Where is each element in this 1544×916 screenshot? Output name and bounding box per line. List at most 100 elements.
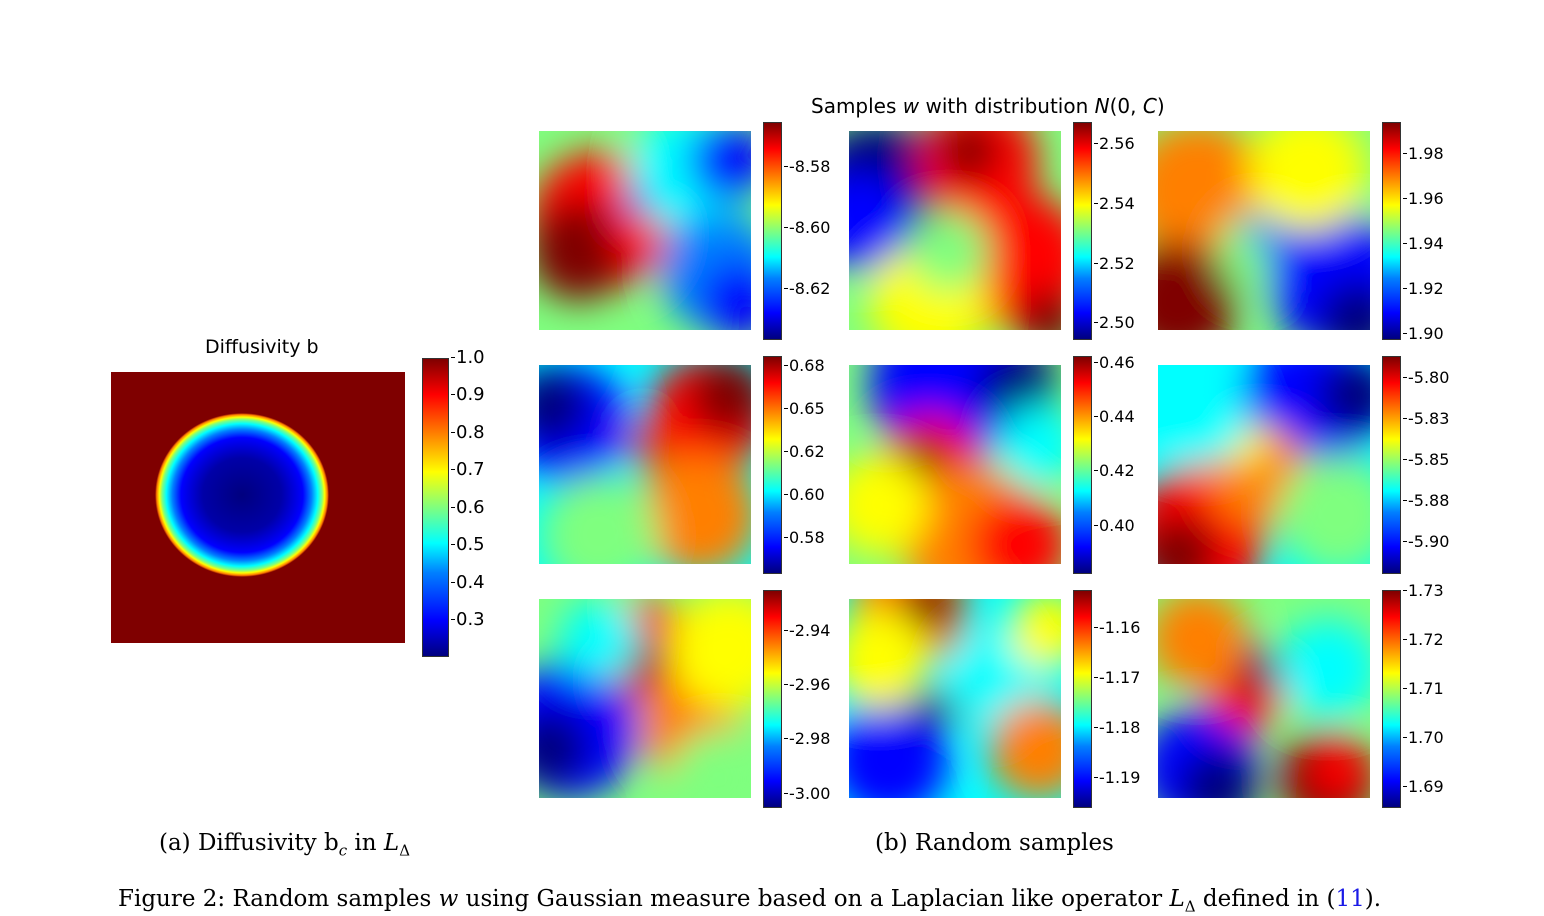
heatmap-blob bbox=[939, 131, 999, 181]
sample-colorbar-tick: -2.94 bbox=[783, 621, 831, 640]
diffusivity-colorbar bbox=[422, 358, 449, 657]
sample-colorbar-tick: -1.19 bbox=[1093, 768, 1141, 787]
heatmap-blob bbox=[909, 689, 949, 729]
sample-colorbar-tick: 2.50 bbox=[1094, 313, 1135, 332]
heatmap-blob bbox=[999, 405, 1061, 485]
heatmap-blob bbox=[539, 709, 589, 789]
heatmap-blob bbox=[539, 475, 659, 564]
sample-colorbar-tick: -3.00 bbox=[783, 784, 831, 803]
panel-b-caption: (b) Random samples bbox=[875, 830, 1114, 856]
heatmap-blob bbox=[639, 455, 751, 564]
sample-colorbar-tick: 0.68 bbox=[784, 356, 825, 375]
sample-colorbar-tick: -5.80 bbox=[1402, 368, 1450, 387]
heatmap-blob bbox=[669, 729, 751, 798]
heatmap-blob bbox=[689, 131, 751, 201]
sample-colorbar-tick: -8.60 bbox=[783, 218, 831, 237]
sample-colorbar-tick: 1.98 bbox=[1403, 144, 1444, 163]
sample-colorbar bbox=[1382, 590, 1401, 808]
panel-a-caption: (a) Diffusivity bc in LΔ bbox=[159, 830, 411, 860]
sample-colorbar-tick: 0.62 bbox=[784, 442, 825, 461]
sample-colorbar bbox=[763, 590, 782, 808]
heatmap-blob bbox=[1318, 365, 1370, 435]
sample-colorbar-tick: -1.16 bbox=[1093, 618, 1141, 637]
sample-colorbar bbox=[1382, 356, 1401, 574]
sample-heatmap bbox=[1158, 365, 1370, 564]
sample-colorbar-tick: 1.96 bbox=[1403, 189, 1444, 208]
sample-colorbar-tick: 0.46 bbox=[1094, 353, 1135, 372]
sample-colorbar-tick: 1.73 bbox=[1403, 581, 1444, 600]
sample-colorbar-tick: 1.90 bbox=[1403, 324, 1444, 343]
diffusivity-colorbar-tick: 0.6 bbox=[451, 497, 485, 518]
sample-heatmap bbox=[539, 365, 751, 564]
heatmap-blob bbox=[1278, 619, 1370, 719]
figure-caption: Figure 2: Random samples w using Gaussia… bbox=[118, 886, 1382, 916]
heatmap-blob bbox=[699, 261, 751, 330]
sample-colorbar-tick: -1.17 bbox=[1093, 668, 1141, 687]
diffusivity-colorbar-tick: 0.8 bbox=[451, 422, 485, 443]
heatmap-blob bbox=[1178, 749, 1258, 798]
sample-heatmap bbox=[539, 131, 751, 330]
diffusivity-heatmap bbox=[111, 372, 405, 643]
sample-heatmap bbox=[539, 599, 751, 798]
heatmap-blob bbox=[1158, 599, 1248, 689]
sample-colorbar-tick: 0.65 bbox=[784, 399, 825, 418]
diffusivity-colorbar-ticks: 1.0 0.9 0.8 0.7 0.6 0.5 0.4 0.3 bbox=[451, 349, 496, 657]
diffusivity-colorbar-tick: 0.3 bbox=[451, 609, 485, 630]
heatmap-blob bbox=[1318, 281, 1370, 330]
sample-colorbar-tick: 0.40 bbox=[1094, 516, 1135, 535]
heatmap-blob bbox=[1158, 241, 1238, 330]
heatmap-blob bbox=[849, 455, 929, 555]
sample-colorbar-tick: 2.56 bbox=[1094, 134, 1135, 153]
heatmap-blob bbox=[1158, 515, 1218, 564]
sample-heatmap bbox=[849, 131, 1061, 330]
heatmap-blob bbox=[849, 171, 909, 271]
heatmap-blob bbox=[689, 365, 751, 435]
heatmap-blob bbox=[969, 495, 1061, 564]
sample-heatmap bbox=[1158, 131, 1370, 330]
sample-colorbar bbox=[763, 356, 782, 574]
heatmap-blob bbox=[539, 201, 629, 301]
heatmap-blob bbox=[624, 186, 654, 216]
sample-colorbar-tick: 1.71 bbox=[1403, 679, 1444, 698]
heatmap-blob bbox=[1308, 739, 1368, 798]
sample-colorbar-tick: 0.44 bbox=[1094, 407, 1135, 426]
heatmap-blob bbox=[539, 365, 589, 445]
samples-title: Samples w with distribution N(0, C) bbox=[811, 94, 1165, 118]
sample-colorbar-tick: 0.58 bbox=[784, 528, 825, 547]
sample-colorbar-tick: -5.90 bbox=[1402, 532, 1450, 551]
heatmap-blob bbox=[989, 699, 1061, 798]
sample-colorbar-tick: 1.70 bbox=[1403, 728, 1444, 747]
heatmap-blob bbox=[1248, 131, 1368, 231]
diffusivity-colorbar-tick: 0.5 bbox=[451, 534, 485, 555]
heatmap-blob bbox=[1158, 365, 1248, 465]
sample-heatmap bbox=[849, 365, 1061, 564]
sample-colorbar bbox=[763, 122, 782, 340]
sample-colorbar-tick: 0.42 bbox=[1094, 461, 1135, 480]
sample-colorbar-tick: 1.92 bbox=[1403, 279, 1444, 298]
heatmap-blob bbox=[909, 211, 989, 291]
heatmap-blob bbox=[1009, 599, 1061, 669]
sample-colorbar-tick: -1.18 bbox=[1093, 718, 1141, 737]
diffusivity-colorbar-tick: 1.0 bbox=[451, 347, 485, 368]
heatmap-blob bbox=[1019, 291, 1061, 330]
sample-colorbar-tick: -2.98 bbox=[783, 729, 831, 748]
sample-colorbar-tick: -5.83 bbox=[1402, 409, 1450, 428]
sample-colorbar bbox=[1073, 122, 1092, 340]
sample-colorbar-tick: -5.85 bbox=[1402, 450, 1450, 469]
sample-colorbar-tick: 1.94 bbox=[1403, 234, 1444, 253]
sample-colorbar bbox=[1382, 122, 1401, 340]
diffusivity-colorbar-tick: 0.7 bbox=[451, 459, 485, 480]
sample-colorbar-tick: 1.72 bbox=[1403, 630, 1444, 649]
sample-heatmap bbox=[849, 599, 1061, 798]
sample-colorbar-tick: 0.60 bbox=[784, 485, 825, 504]
sample-colorbar bbox=[1073, 590, 1092, 808]
sample-colorbar-tick: -2.96 bbox=[783, 675, 831, 694]
diffusivity-colorbar-tick: 0.9 bbox=[451, 384, 485, 405]
heatmap-blob bbox=[849, 609, 929, 709]
sample-heatmap bbox=[1158, 599, 1370, 798]
sample-colorbar-tick: 2.52 bbox=[1094, 254, 1135, 273]
heatmap-blob bbox=[669, 599, 751, 709]
heatmap-blob bbox=[1248, 644, 1278, 674]
equation-reference-link[interactable]: 11 bbox=[1335, 886, 1365, 912]
sample-colorbar-tick: 2.54 bbox=[1094, 194, 1135, 213]
